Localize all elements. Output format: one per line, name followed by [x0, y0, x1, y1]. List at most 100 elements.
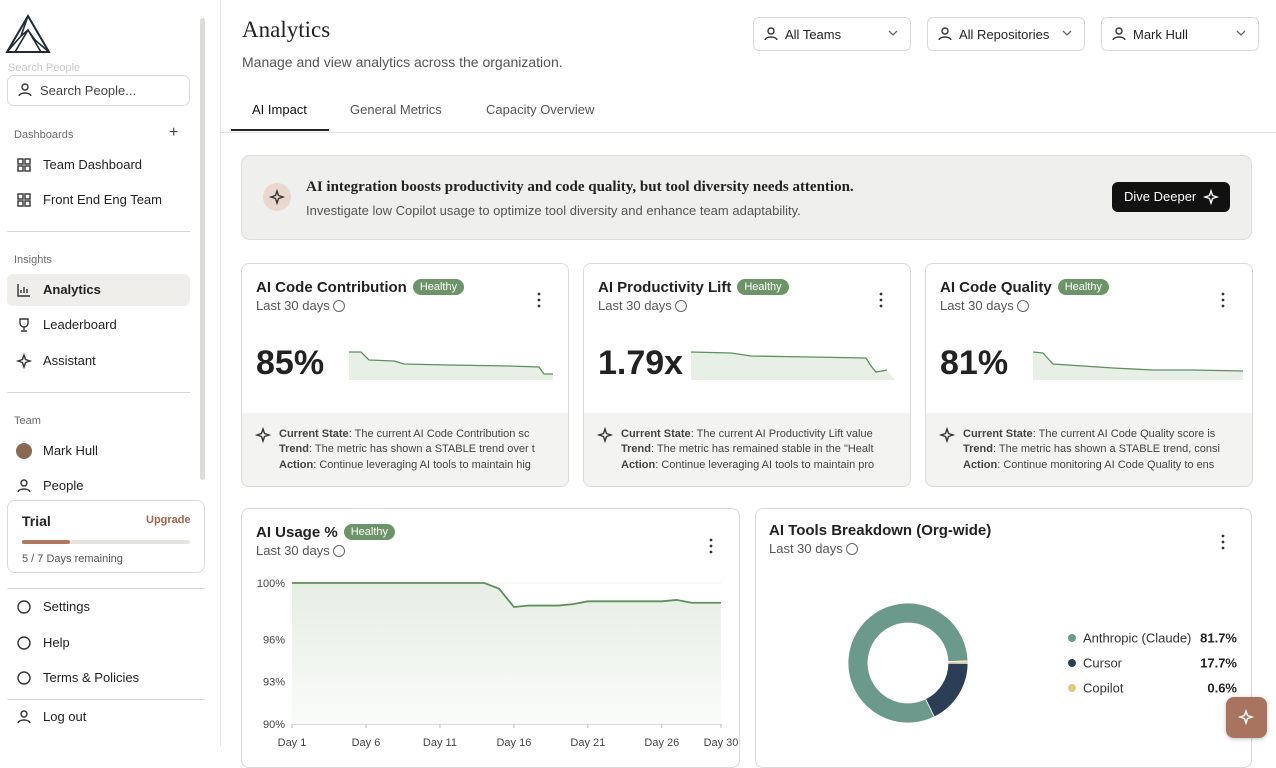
- upgrade-link[interactable]: Upgrade: [146, 514, 191, 526]
- assistant-button[interactable]: [1226, 697, 1267, 738]
- icon-shape: [254, 426, 272, 444]
- menu-button[interactable]: [1220, 534, 1226, 550]
- menu-button[interactable]: [878, 292, 884, 308]
- icon: [15, 352, 33, 370]
- icon: [938, 426, 956, 444]
- info-icon: [846, 543, 858, 555]
- icon: [938, 27, 952, 41]
- nav-item[interactable]: Settings: [43, 599, 90, 614]
- card-title: AI Productivity Lift Healthy: [598, 279, 789, 296]
- card-title: AI Code Quality Healthy: [940, 279, 1109, 296]
- add-dashboard[interactable]: +: [169, 124, 179, 141]
- menu-dot: [879, 292, 883, 296]
- tab[interactable]: AI Impact: [252, 102, 307, 117]
- nav-item[interactable]: Assistant: [43, 353, 96, 368]
- icon: [17, 600, 31, 614]
- sparkline: [349, 351, 553, 380]
- filter-label[interactable]: All Teams: [785, 27, 842, 42]
- filter-label[interactable]: All Repositories: [959, 27, 1050, 42]
- divider: [7, 588, 205, 589]
- banner-text: Investigate low Copilot usage to optimiz…: [306, 203, 801, 218]
- sparkline-line: [349, 351, 553, 375]
- nav-item[interactable]: Log out: [43, 709, 87, 724]
- card-title: AI Code Contribution Healthy: [256, 279, 465, 296]
- icon: [596, 426, 614, 444]
- search-label: Search People: [8, 62, 81, 74]
- tab[interactable]: General Metrics: [350, 102, 442, 117]
- chevron-shape: [888, 30, 898, 36]
- card-title: AI Tools Breakdown (Org-wide): [769, 522, 992, 539]
- legend-label: Cursor: [1083, 656, 1123, 671]
- icon: [17, 710, 31, 724]
- section-heading: Team: [14, 415, 41, 427]
- icon: [17, 479, 31, 493]
- tab[interactable]: Capacity Overview: [486, 102, 595, 117]
- legend-value: 81.7%: [1200, 631, 1237, 646]
- sparkline-area: [1033, 352, 1243, 380]
- card-period: Last 30 days: [256, 298, 330, 313]
- menu-button[interactable]: [1220, 292, 1226, 308]
- icon: [268, 188, 286, 206]
- nav-item[interactable]: Mark Hull: [43, 443, 98, 458]
- metric-value: 85%: [256, 344, 325, 382]
- status-badge: Healthy: [343, 524, 395, 540]
- icon-shape: [1202, 188, 1220, 206]
- nav-item[interactable]: Leaderboard: [43, 317, 117, 332]
- icon: [254, 426, 272, 444]
- card-period: Last 30 days: [256, 543, 330, 558]
- nav-item[interactable]: Help: [43, 635, 70, 650]
- sparkline-line: [690, 351, 888, 373]
- icon-shape: [17, 200, 24, 207]
- progress-fill: [22, 540, 70, 544]
- menu-button[interactable]: [708, 538, 714, 554]
- icon: [1112, 27, 1126, 41]
- menu-button[interactable]: [536, 292, 542, 308]
- page-subtitle: Manage and view analytics across the org…: [242, 54, 563, 70]
- icon-shape: [17, 193, 24, 200]
- y-tick-label: 93%: [263, 677, 285, 689]
- menu-dot: [879, 298, 883, 302]
- dive-deeper-button[interactable]: Dive Deeper: [1112, 182, 1230, 212]
- nav-item[interactable]: Team Dashboard: [43, 157, 142, 172]
- icon-shape: [596, 426, 614, 444]
- icon-shape: [17, 165, 24, 172]
- avatar: [16, 443, 32, 459]
- nav-item[interactable]: Analytics: [43, 282, 101, 297]
- icon-shape: [938, 27, 952, 41]
- menu-dot: [709, 538, 713, 542]
- icon-shape: [17, 671, 31, 685]
- donut-slice: [947, 660, 969, 664]
- icon-shape: [17, 600, 31, 614]
- divider: [7, 699, 205, 700]
- legend-dot: [1068, 634, 1076, 642]
- filter-dropdown[interactable]: [927, 17, 1085, 51]
- info-shape: [333, 545, 345, 557]
- icon-shape: [24, 200, 31, 207]
- filter-dropdown[interactable]: [753, 17, 911, 51]
- nav-active-bg: [7, 274, 190, 306]
- chevron: [1062, 30, 1072, 36]
- search-placeholder[interactable]: Search People...: [40, 83, 137, 98]
- divider: [7, 392, 190, 393]
- icon-shape: [24, 193, 31, 200]
- icon: [17, 158, 31, 172]
- search-box[interactable]: [7, 75, 190, 106]
- nav-item[interactable]: People: [43, 478, 84, 493]
- divider: [7, 231, 190, 232]
- card-footer-bg: [242, 413, 568, 486]
- nav-item[interactable]: Front End Eng Team: [43, 192, 162, 207]
- page-title: Analytics: [242, 17, 331, 42]
- trial-remaining: 5 / 7 Days remaining: [22, 553, 123, 565]
- icon-shape: [1112, 27, 1126, 41]
- filter-dropdown[interactable]: [1101, 17, 1259, 51]
- info-icon: [333, 300, 345, 312]
- nav-item[interactable]: Terms & Policies: [43, 670, 140, 685]
- filter-label[interactable]: Mark Hull: [1133, 27, 1188, 42]
- trial-card: [7, 500, 205, 573]
- sidebar: [0, 0, 221, 746]
- info-shape: [675, 300, 687, 312]
- menu-dot: [1221, 534, 1225, 538]
- icon: [17, 284, 30, 297]
